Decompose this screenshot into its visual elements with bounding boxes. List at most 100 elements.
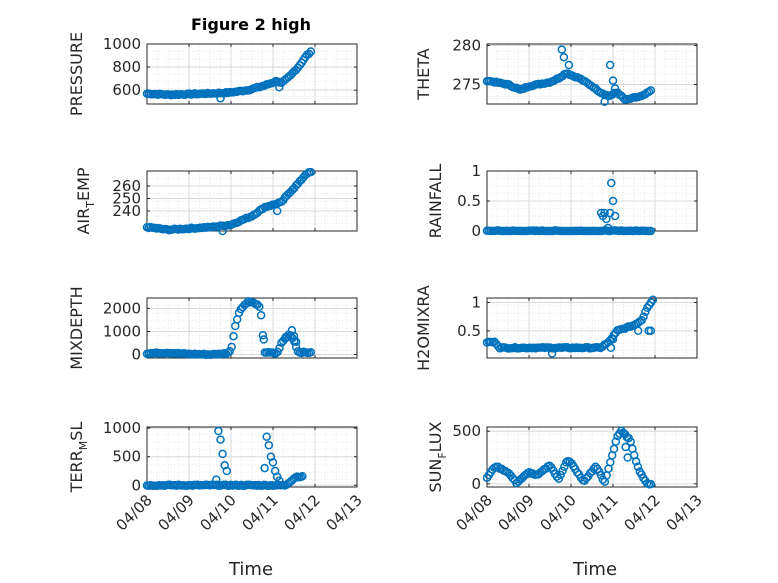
chart-panel-sunflux: 04/0804/0904/1004/1104/1204/130500SUNFLU… xyxy=(426,421,706,534)
data-point xyxy=(611,437,621,446)
x-tick-label: 04/09 xyxy=(495,491,538,534)
data-point xyxy=(639,312,648,321)
data-point xyxy=(646,86,656,95)
data-point xyxy=(648,295,658,304)
y-axis-label-main: RAINFALL xyxy=(426,164,445,239)
data-point xyxy=(608,335,618,344)
y-axis-label-tail: LUX xyxy=(426,421,445,452)
data-point xyxy=(641,307,650,316)
y-tick-label: 0 xyxy=(471,475,481,493)
y-axis-label-main: THETA xyxy=(414,48,433,100)
data-point xyxy=(557,45,567,54)
y-axis-label-main: AIR xyxy=(74,208,93,235)
data-point xyxy=(633,462,643,471)
chart-panel-mixdepth: 0 1000 2000 MIXDEPTH xyxy=(67,286,358,370)
data-point xyxy=(291,342,301,352)
chart-panel-pressure: 600 800 1000 PRESSURE xyxy=(67,32,358,116)
x-tick-label: 04/13 xyxy=(663,491,706,534)
y-axis-label-main: PRESSURE xyxy=(67,32,86,116)
y-axis-label-main: H2OMIXRA xyxy=(414,285,433,371)
data-point xyxy=(610,211,620,221)
data-point xyxy=(605,60,615,70)
data-point xyxy=(298,471,307,481)
y-tick-label: 0.5 xyxy=(457,192,481,210)
data-point xyxy=(600,97,609,106)
y-tick-label: 1 xyxy=(471,162,481,180)
data-point xyxy=(306,347,316,357)
data-point xyxy=(556,470,565,480)
data-point xyxy=(216,435,225,444)
x-axis-label-left: Time xyxy=(228,559,273,580)
data-point xyxy=(644,87,654,97)
y-tick-label: 260 xyxy=(112,177,141,195)
y-tick-label: 0 xyxy=(471,222,481,240)
y-axis-label: MIXDEPTH xyxy=(67,286,86,369)
chart-panel-rainfall: 0 0.5 1 RAINFALL xyxy=(426,162,698,240)
data-point xyxy=(255,302,264,312)
y-tick-label: 1 xyxy=(471,294,481,312)
y-tick-label: 2000 xyxy=(103,299,141,317)
data-point xyxy=(212,475,221,484)
y-axis-label: TERRMSL xyxy=(67,422,90,494)
y-tick-label: 1000 xyxy=(103,35,141,53)
y-axis-label-main: SUN xyxy=(426,459,445,493)
data-point xyxy=(547,349,557,358)
y-axis-label-tail: SL xyxy=(67,422,86,441)
axes-box xyxy=(146,297,358,359)
data-point xyxy=(260,463,269,473)
y-axis-label-subscript: T xyxy=(84,201,97,209)
data-point xyxy=(609,444,619,454)
data-point xyxy=(253,300,262,309)
axes-box xyxy=(486,426,698,488)
axes-box xyxy=(146,43,358,105)
x-tick-label: 04/08 xyxy=(453,491,496,534)
y-tick-label: 0 xyxy=(131,476,141,494)
data-point xyxy=(610,84,620,93)
y-axis-label-main: TERR xyxy=(67,450,86,493)
y-tick-label: 500 xyxy=(452,422,481,440)
x-tick-label: 04/11 xyxy=(579,491,622,534)
data-point xyxy=(306,167,316,177)
data-point xyxy=(631,457,641,466)
data-point xyxy=(275,343,284,353)
axes-box xyxy=(486,297,698,359)
data-point xyxy=(623,453,632,462)
data-point xyxy=(214,426,223,436)
data-point xyxy=(225,346,235,356)
y-tick-label: 0.5 xyxy=(457,322,481,340)
data-point xyxy=(602,214,611,224)
data-point xyxy=(306,47,316,56)
data-point xyxy=(259,335,269,344)
x-tick-label: 04/11 xyxy=(239,491,282,534)
y-axis-label: RAINFALL xyxy=(426,164,445,239)
y-tick-label: 1000 xyxy=(103,419,141,437)
y-tick-label: 250 xyxy=(112,190,141,208)
data-point xyxy=(596,471,606,480)
x-tick-label: 04/08 xyxy=(113,491,156,534)
data-point xyxy=(608,196,618,206)
data-point xyxy=(275,83,284,92)
data-point xyxy=(646,226,656,236)
data-point xyxy=(275,476,284,485)
data-point xyxy=(291,337,301,347)
data-point xyxy=(560,462,569,472)
data-point xyxy=(262,432,271,441)
data-point xyxy=(256,311,266,320)
x-tick-label: 04/13 xyxy=(323,491,366,534)
data-point xyxy=(218,226,227,236)
data-point xyxy=(604,226,614,236)
data-point xyxy=(218,449,227,459)
x-tick-label: 04/09 xyxy=(155,491,198,534)
figure-title: Figure 2 high xyxy=(191,15,311,34)
x-tick-label: 04/12 xyxy=(281,491,324,534)
data-point xyxy=(619,429,628,438)
data-point xyxy=(646,479,656,489)
chart-panel-h2omixra: 0.5 1 H2OMIXRA xyxy=(414,285,698,371)
data-point xyxy=(268,458,278,467)
y-axis-label: AIRTEMP xyxy=(74,167,97,234)
axes-box xyxy=(146,170,358,232)
data-point xyxy=(222,466,232,476)
y-axis-label-tail: EMP xyxy=(74,167,93,201)
data-point xyxy=(561,458,571,467)
